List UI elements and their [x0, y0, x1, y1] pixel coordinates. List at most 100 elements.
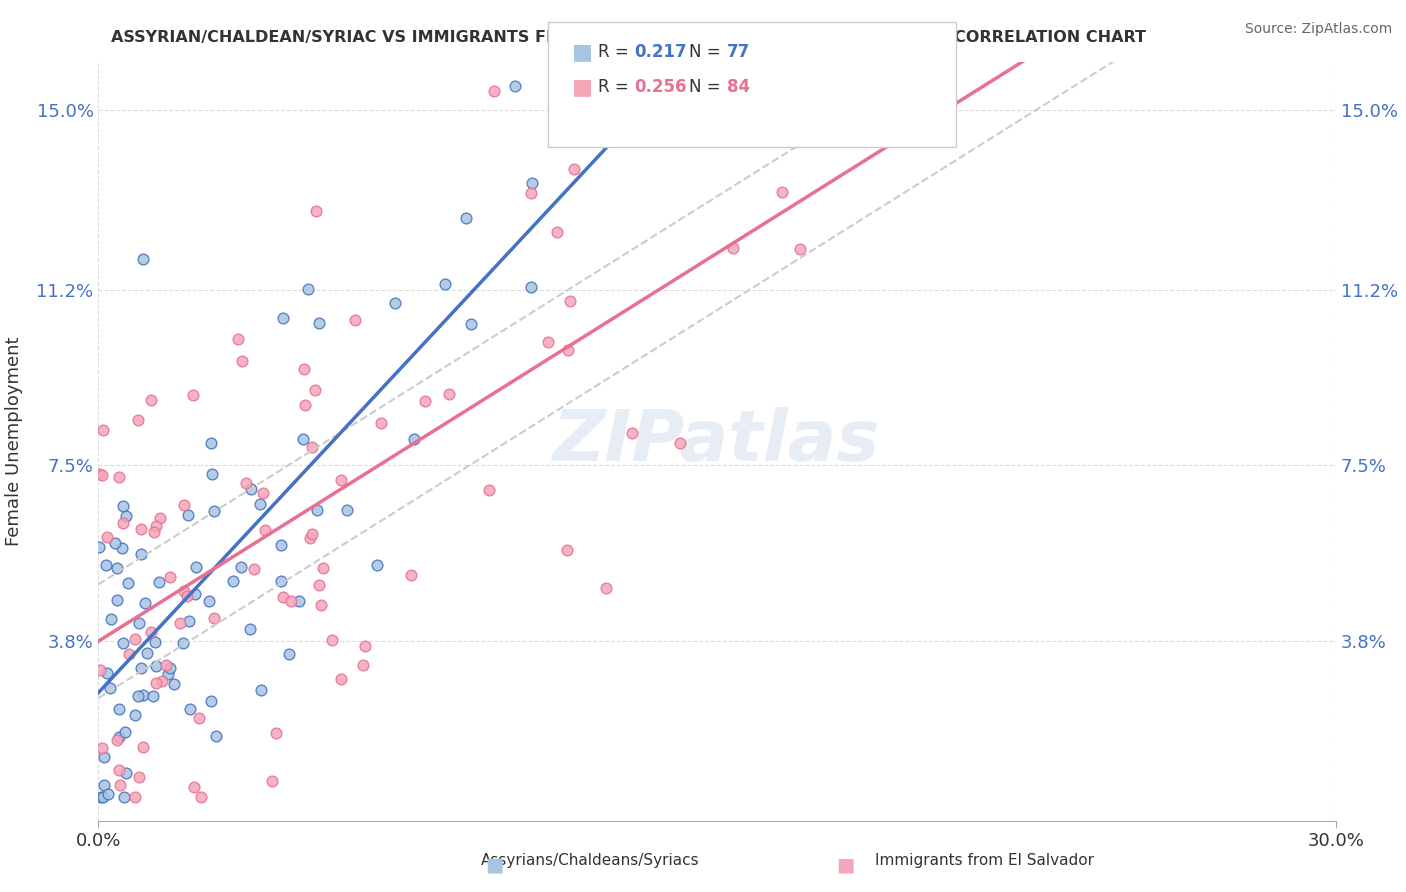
- Point: [294, 398, 316, 412]
- Point: [336, 503, 359, 517]
- Point: [309, 598, 332, 612]
- Point: [226, 331, 249, 345]
- Point: [477, 483, 499, 497]
- Point: [519, 280, 541, 294]
- Point: [91, 789, 114, 804]
- Point: [271, 590, 294, 604]
- Point: [115, 766, 138, 780]
- Point: [562, 162, 585, 177]
- Point: [176, 589, 198, 603]
- Point: [299, 531, 322, 545]
- Point: [142, 689, 165, 703]
- Text: ■: ■: [572, 78, 593, 97]
- Point: [252, 486, 274, 500]
- Point: [124, 789, 146, 804]
- Point: [200, 436, 222, 450]
- Text: 0.256: 0.256: [634, 78, 686, 96]
- Point: [107, 763, 129, 777]
- Point: [631, 115, 654, 129]
- Point: [249, 497, 271, 511]
- Point: [96, 666, 118, 681]
- Point: [179, 701, 201, 715]
- Point: [344, 312, 367, 326]
- Point: [520, 176, 543, 190]
- Point: [128, 616, 150, 631]
- Point: [305, 204, 328, 219]
- Point: [183, 780, 205, 794]
- Point: [129, 522, 152, 536]
- Point: [145, 676, 167, 690]
- Point: [304, 383, 326, 397]
- Point: [112, 516, 135, 530]
- Point: [239, 482, 262, 496]
- Point: [789, 242, 811, 256]
- Point: [148, 574, 170, 589]
- Text: 0.217: 0.217: [634, 43, 686, 61]
- Point: [184, 587, 207, 601]
- Point: [98, 681, 121, 695]
- Point: [270, 574, 292, 588]
- Text: R =: R =: [598, 43, 634, 61]
- Point: [132, 252, 155, 266]
- Point: [93, 423, 115, 437]
- Point: [434, 277, 457, 291]
- Point: [260, 774, 283, 789]
- Point: [173, 583, 195, 598]
- Point: [202, 503, 225, 517]
- Point: [413, 394, 436, 409]
- Point: [173, 499, 195, 513]
- Point: [117, 576, 139, 591]
- Point: [150, 674, 173, 689]
- Point: [108, 730, 131, 744]
- Point: [172, 636, 194, 650]
- Point: [105, 560, 128, 574]
- Point: [177, 508, 200, 522]
- Point: [280, 594, 302, 608]
- Point: [149, 511, 172, 525]
- Point: [129, 661, 152, 675]
- Point: [124, 707, 146, 722]
- Point: [505, 79, 527, 94]
- Point: [623, 79, 645, 94]
- Point: [118, 647, 141, 661]
- Point: [305, 503, 328, 517]
- Point: [231, 354, 253, 368]
- Point: [145, 519, 167, 533]
- Point: [112, 789, 135, 804]
- Point: [222, 574, 245, 588]
- Text: ASSYRIAN/CHALDEAN/SYRIAC VS IMMIGRANTS FROM EL SALVADOR FEMALE UNEMPLOYMENT CORR: ASSYRIAN/CHALDEAN/SYRIAC VS IMMIGRANTS F…: [111, 29, 1146, 45]
- Point: [770, 185, 793, 199]
- Text: ZIPatlas: ZIPatlas: [554, 407, 880, 476]
- Point: [110, 778, 132, 792]
- Point: [202, 610, 225, 624]
- Point: [270, 538, 292, 552]
- Point: [308, 578, 330, 592]
- Point: [560, 294, 582, 309]
- Point: [105, 733, 128, 747]
- Point: [128, 770, 150, 784]
- Point: [250, 682, 273, 697]
- Point: [87, 540, 110, 554]
- Point: [190, 789, 212, 804]
- Point: [97, 787, 120, 801]
- Point: [129, 547, 152, 561]
- Point: [235, 476, 257, 491]
- Point: [136, 646, 159, 660]
- Point: [291, 432, 314, 446]
- Point: [132, 740, 155, 755]
- Text: Immigrants from El Salvador: Immigrants from El Salvador: [875, 854, 1094, 868]
- Y-axis label: Female Unemployment: Female Unemployment: [4, 337, 22, 546]
- Point: [100, 612, 122, 626]
- Point: [301, 441, 323, 455]
- Text: 77: 77: [727, 43, 751, 61]
- Point: [93, 750, 115, 764]
- Point: [254, 523, 277, 537]
- Point: [90, 467, 112, 482]
- Point: [90, 740, 112, 755]
- Point: [127, 413, 149, 427]
- Point: [89, 467, 111, 482]
- Point: [482, 84, 505, 98]
- Point: [370, 417, 392, 431]
- Point: [537, 335, 560, 350]
- Point: [89, 663, 111, 677]
